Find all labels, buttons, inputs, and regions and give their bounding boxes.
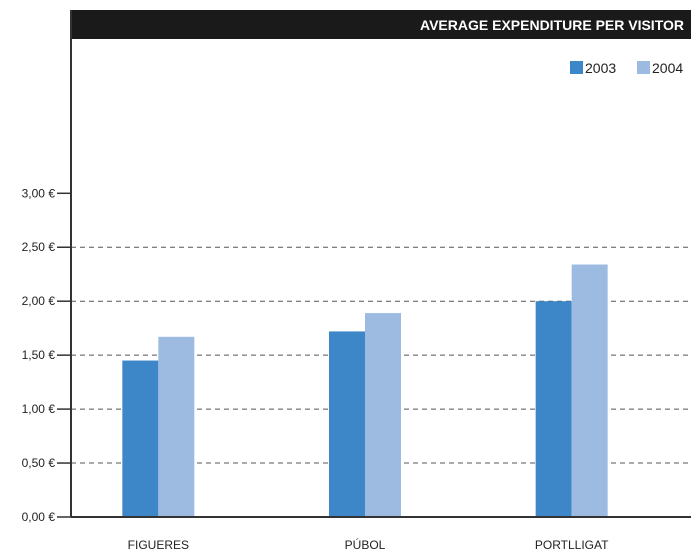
- x-category-label: PÚBOL: [345, 537, 386, 552]
- legend: 2003 2004: [570, 60, 683, 76]
- y-tick-label: 2,00 €: [22, 294, 56, 308]
- title-bar: [70, 10, 691, 39]
- bar-2003-púbol: [329, 331, 365, 517]
- bar-2003-portlligat: [535, 301, 572, 517]
- y-tick-label: 0,00 €: [22, 510, 56, 524]
- bar-2004-púbol: [365, 313, 401, 517]
- chart-title: AVERAGE EXPENDITURE PER VISITOR: [420, 17, 684, 33]
- y-tick-label: 1,50 €: [22, 348, 56, 362]
- bar-2004-figueres: [158, 336, 195, 517]
- bar-2003-figueres: [122, 360, 159, 517]
- bar-2004-portlligat: [571, 264, 608, 517]
- legend-label-2003: 2003: [585, 60, 616, 76]
- legend-swatch-2004: [637, 61, 650, 74]
- y-tick-label: 2,50 €: [22, 240, 56, 254]
- y-tick-label: 1,00 €: [22, 402, 56, 416]
- category-labels: FIGUERES PÚBOL PORTLLIGAT: [128, 537, 609, 552]
- ticks-layer: 0,00 € 0,50 € 1,00 € 1,50 € 2,00 € 2,50 € 3,00…: [22, 186, 71, 524]
- y-tick-label: 0,50 €: [22, 456, 56, 470]
- legend-label-2004: 2004: [652, 60, 683, 76]
- y-tick-label: 3,00 €: [22, 186, 56, 200]
- legend-swatch-2003: [570, 61, 583, 74]
- x-category-label: PORTLLIGAT: [535, 538, 609, 552]
- bars-layer: [122, 264, 608, 517]
- x-category-label: FIGUERES: [128, 538, 189, 552]
